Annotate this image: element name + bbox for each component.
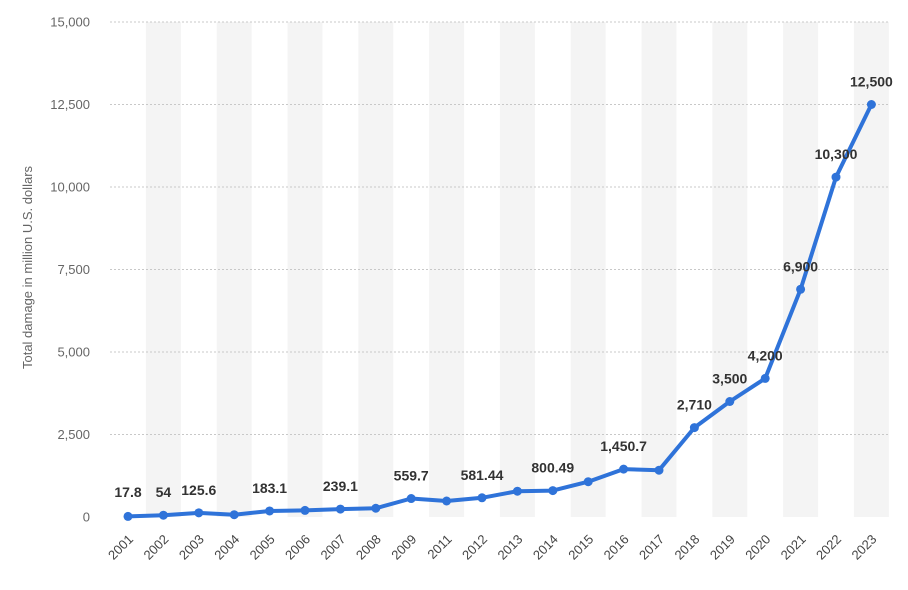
column-band-2013 (499, 22, 535, 517)
data-point-2016 (619, 464, 629, 474)
y-tick-label: 7,500 (57, 262, 90, 277)
data-point-2006 (300, 505, 310, 515)
data-point-2002 (158, 510, 168, 520)
data-label-2021: 6,900 (783, 258, 818, 274)
alternating-column-bands (145, 22, 889, 517)
x-tick-label-2006: 2006 (282, 532, 313, 563)
x-tick-label-2013: 2013 (494, 532, 525, 563)
data-point-2009 (406, 494, 416, 504)
data-label-2007: 239.1 (323, 478, 358, 494)
data-point-2014 (548, 486, 558, 496)
x-tick-label-2007: 2007 (317, 532, 348, 563)
y-tick-label: 0 (83, 510, 90, 525)
x-tick-label-2002: 2002 (140, 532, 171, 563)
data-label-2001: 17.8 (114, 484, 141, 500)
y-tick-label: 5,000 (57, 345, 90, 360)
data-point-2018 (689, 423, 699, 433)
data-point-2003 (194, 508, 204, 518)
column-band-2021 (783, 22, 819, 517)
data-point-2005 (265, 506, 275, 516)
x-tick-label-2023: 2023 (848, 532, 879, 563)
y-tick-label: 10,000 (50, 180, 90, 195)
data-point-2022 (831, 172, 841, 182)
data-label-2020: 4,200 (748, 347, 783, 363)
data-point-2011 (442, 496, 452, 506)
y-tick-label: 12,500 (50, 97, 90, 112)
data-label-2012: 581.44 (461, 467, 504, 483)
data-point-2008 (371, 503, 381, 513)
y-tick-label: 2,500 (57, 427, 90, 442)
data-point-2001 (123, 511, 133, 521)
y-axis-ticks: 0 2,500 5,000 7,500 10,000 12,500 15,000 (50, 15, 90, 525)
x-tick-label-2005: 2005 (247, 532, 278, 563)
data-label-2003: 125.6 (181, 482, 216, 498)
y-tick-label: 15,000 (50, 15, 90, 30)
x-tick-label-2004: 2004 (211, 532, 242, 563)
x-tick-label-2012: 2012 (459, 532, 490, 563)
x-tick-label-2016: 2016 (601, 532, 632, 563)
x-tick-label-2014: 2014 (530, 532, 561, 563)
x-tick-label-2020: 2020 (742, 532, 773, 563)
x-tick-label-2015: 2015 (565, 532, 596, 563)
data-label-2009: 559.7 (394, 468, 429, 484)
data-label-2019: 3,500 (712, 371, 747, 387)
x-tick-label-2009: 2009 (388, 532, 419, 563)
data-labels: 17.8 54 125.6 183.1 239.1 559.7 581.44 800.49 1,… (114, 74, 893, 501)
data-label-2023: 12,500 (850, 74, 893, 90)
x-tick-label-2019: 2019 (707, 532, 738, 563)
data-point-2019 (725, 397, 735, 406)
data-label-2022: 10,300 (815, 146, 858, 162)
data-point-2012 (477, 493, 487, 503)
data-point-2023 (866, 100, 876, 109)
x-tick-label-2022: 2022 (813, 532, 844, 563)
data-label-2002: 54 (156, 484, 172, 500)
data-label-2016: 1,450.7 (600, 438, 647, 454)
x-tick-label-2011: 2011 (424, 532, 454, 562)
x-axis-ticks: 2001 2002 2003 2004 2005 2006 2007 2008 2009 2011… (105, 532, 879, 563)
x-tick-label-2017: 2017 (636, 532, 667, 563)
data-point-2017 (654, 465, 664, 475)
x-tick-label-2021: 2021 (778, 532, 809, 563)
y-gridlines (110, 21, 890, 435)
data-label-2005: 183.1 (252, 480, 287, 496)
x-tick-label-2003: 2003 (176, 532, 207, 563)
x-tick-label-2001: 2001 (105, 532, 136, 563)
series-line-total-damage (126, 102, 874, 519)
column-band-2006 (287, 22, 323, 517)
y-axis-label: Total damage in million U.S. dollars (20, 165, 35, 369)
data-label-2014: 800.49 (531, 460, 574, 476)
data-point-2007 (335, 504, 345, 514)
data-label-2018: 2,710 (677, 397, 712, 413)
x-tick-label-2008: 2008 (353, 532, 384, 563)
x-tick-label-2018: 2018 (671, 532, 702, 563)
data-point-2013 (512, 486, 522, 496)
data-point-2021 (796, 284, 806, 294)
data-point-2004 (229, 510, 239, 520)
data-point-2015 (583, 477, 593, 487)
data-points (123, 100, 876, 521)
data-point-2020 (760, 373, 770, 383)
